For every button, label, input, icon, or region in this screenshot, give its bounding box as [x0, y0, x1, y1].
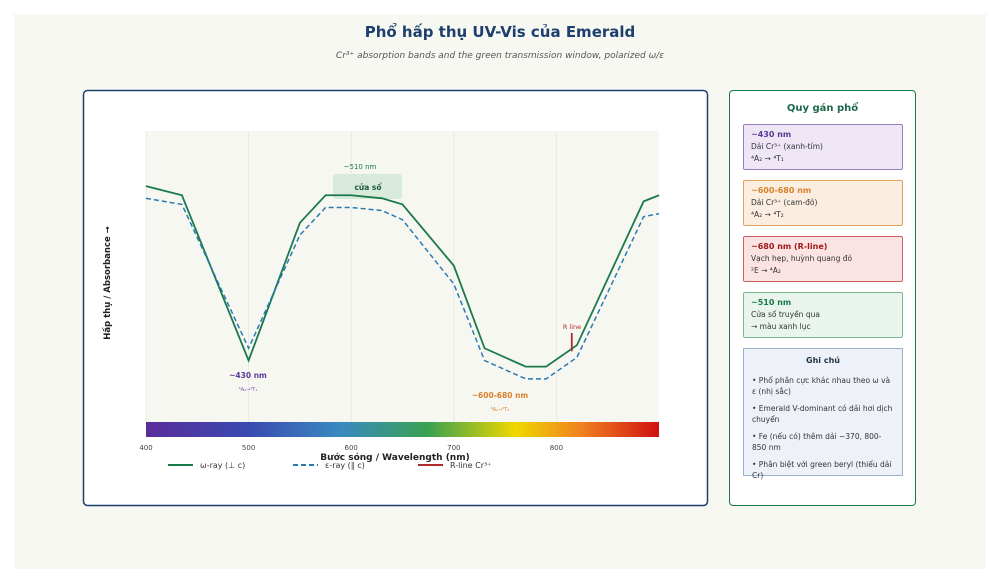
notes-title: Ghi chú: [806, 356, 840, 365]
sidebar-title: Quy gán phổ: [786, 103, 859, 114]
annotation: ~600-680 nm: [472, 391, 529, 400]
card-line: Dải Cr³⁺ (xanh-tím): [751, 142, 823, 151]
x-tick-label: 500: [242, 444, 255, 452]
assignment-card: ~430 nm Dải Cr³⁺ (xanh-tím) ⁴A₂ → ⁴T₁: [743, 124, 903, 170]
spectrum-bar: [146, 422, 659, 437]
x-axis-label: Bước sóng / Wavelength (nm): [320, 452, 469, 463]
series-line: [145, 197, 660, 380]
y-axis-label: Hấp thụ / Absorbance →: [102, 226, 113, 340]
sidebar: Quy gán phổ ~430 nm Dải Cr³⁺ (xanh-tím) ⁴A₂…: [729, 90, 916, 506]
annotation: ~430 nm: [229, 371, 267, 380]
annotation: ⁴A₂→⁴T₁: [239, 387, 258, 393]
card-heading: ~600-680 nm: [751, 186, 812, 195]
note-item: • Fe (nếu có) thêm dải ~370, 800-850 nm: [752, 431, 882, 453]
card-line: ²E → ⁴A₂: [751, 266, 781, 275]
annotation: ⁴A₂→⁴T₂: [491, 407, 510, 413]
note-item: • Phân biệt với green beryl (thiếu dải C…: [752, 459, 892, 481]
card-heading: ~430 nm: [751, 130, 792, 139]
x-tick-label: 800: [550, 444, 563, 452]
assignment-card: ~600-680 nm Dải Cr³⁺ (cam-đỏ) ⁴A₂ → ⁴T₂: [743, 180, 903, 226]
page-title: Phổ hấp thụ UV-Vis của Emerald: [365, 22, 636, 41]
notes-card: Ghi chú • Phổ phân cực khác nhau theo ω v…: [743, 348, 903, 480]
assignment-card: ~510 nm Cửa sổ truyền qua → màu xanh lục: [743, 292, 903, 338]
legend-label: R-line Cr³⁺: [450, 461, 491, 470]
card-line: Vạch hẹp, huỳnh quang đỏ: [751, 254, 853, 263]
plot-area: [146, 131, 659, 437]
page-subtitle: Cr³⁺ absorption bands and the green tran…: [336, 51, 664, 61]
series-line: [145, 185, 660, 368]
card-heading: ~680 nm (R-line): [751, 242, 828, 251]
card-line: Cửa sổ truyền qua: [751, 310, 820, 319]
assignment-card: ~680 nm (R-line) Vạch hẹp, huỳnh quang đỏ…: [743, 236, 903, 282]
annotation: ~510 nm: [344, 163, 377, 171]
x-tick-label: 700: [447, 444, 460, 452]
x-tick-label: 600: [345, 444, 358, 452]
legend-label: ω-ray (⊥ c): [200, 461, 245, 470]
card-line: ⁴A₂ → ⁴T₂: [751, 210, 784, 219]
legend-label: ε-ray (∥ c): [325, 461, 365, 470]
x-tick-label: 400: [139, 444, 152, 452]
card-heading: ~510 nm: [751, 298, 792, 307]
annotation: R line: [563, 323, 581, 331]
card-line: ⁴A₂ → ⁴T₁: [751, 154, 784, 163]
note-item: • Phổ phân cực khác nhau theo ω và ε (nh…: [752, 375, 891, 397]
card-line: → màu xanh lục: [751, 322, 811, 331]
note-item: • Emerald V-dominant có dải hơi dịch chu…: [752, 403, 893, 425]
card-line: Dải Cr³⁺ (cam-đỏ): [751, 198, 818, 207]
annotation: cửa sổ: [354, 183, 382, 192]
window-highlight: [333, 174, 402, 199]
